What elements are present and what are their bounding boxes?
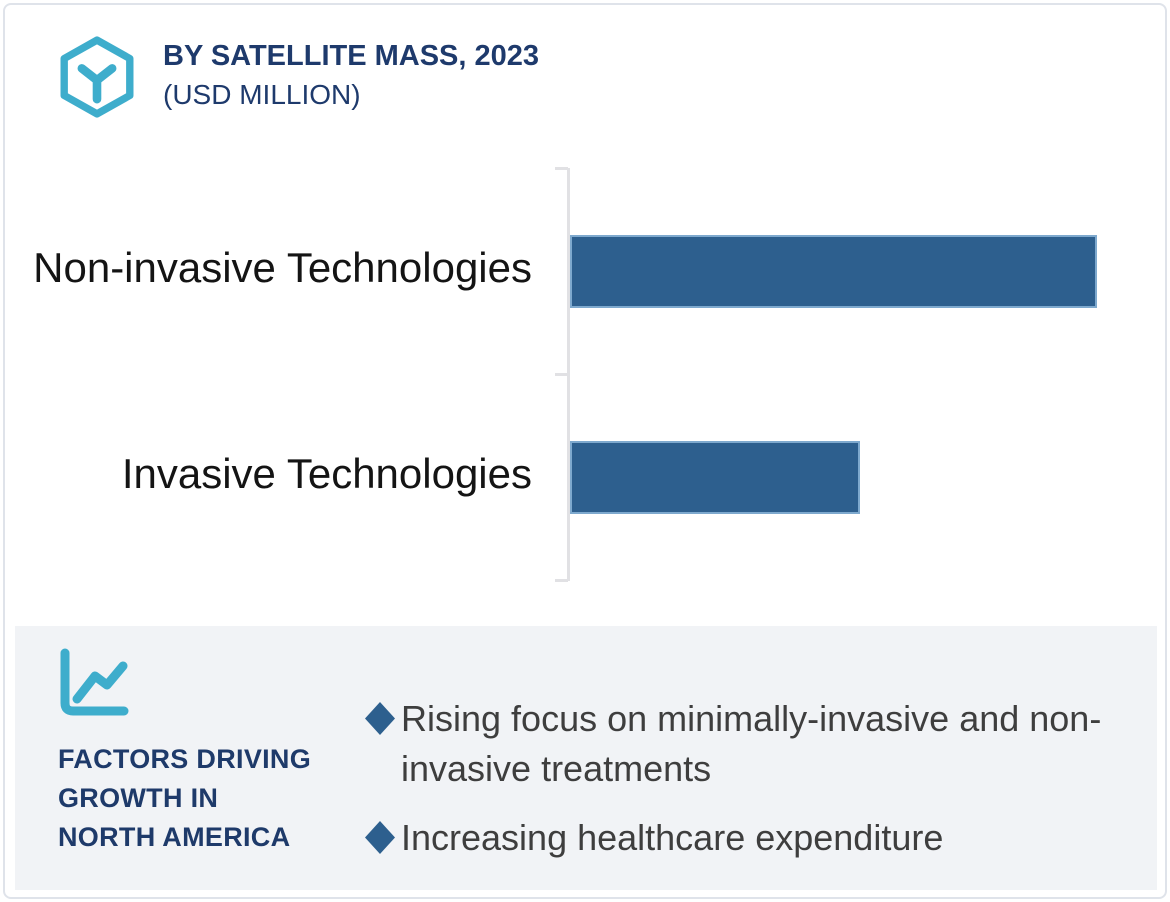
- diamond-icon: [365, 702, 395, 735]
- chart-title: BY SATELLITE MASS, 2023: [163, 40, 540, 72]
- trend-line-chart-icon: [60, 648, 129, 716]
- factors-heading-line: NORTH AMERICA: [58, 822, 291, 852]
- hexagon-y-molecule-icon: [60, 36, 134, 118]
- chart-header: BY SATELLITE MASS, 2023 (USD MILLION): [163, 36, 539, 114]
- diamond-icon: [365, 821, 395, 854]
- factors-heading-line: GROWTH IN: [58, 783, 219, 813]
- factor-bullet-text: Rising focus on minimally-invasive and n…: [401, 698, 1102, 789]
- factors-bullet-list: Rising focus on minimally-invasive and n…: [365, 694, 1110, 863]
- factor-bullet-item: Increasing healthcare expenditure: [365, 813, 1110, 863]
- chart-subtitle: (USD MILLION): [163, 79, 361, 110]
- factors-panel: [15, 626, 1157, 890]
- factors-heading: FACTORS DRIVING GROWTH IN NORTH AMERICA: [58, 740, 311, 857]
- factor-bullet-text: Increasing healthcare expenditure: [401, 817, 944, 858]
- factor-bullet-item: Rising focus on minimally-invasive and n…: [365, 694, 1110, 794]
- factors-heading-line: FACTORS DRIVING: [58, 744, 312, 774]
